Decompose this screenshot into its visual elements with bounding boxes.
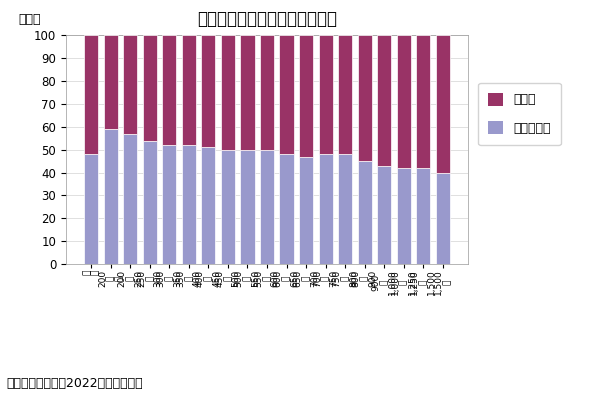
Bar	[260, 150, 274, 264]
Bar	[143, 35, 157, 141]
Text: （出所）総務省「2022年家計調査」: （出所）総務省「2022年家計調査」	[6, 377, 143, 390]
Bar	[202, 147, 215, 264]
Bar	[299, 156, 313, 264]
Bar	[319, 35, 332, 154]
Bar	[299, 35, 313, 156]
Bar	[377, 166, 391, 264]
Bar	[221, 150, 235, 264]
Bar	[143, 141, 157, 264]
Bar	[241, 150, 254, 264]
Bar	[104, 129, 118, 264]
Bar	[202, 35, 215, 147]
Bar	[84, 154, 98, 264]
Bar	[416, 35, 430, 168]
Bar	[163, 35, 176, 145]
Bar	[377, 35, 391, 166]
Bar	[221, 35, 235, 150]
Bar	[260, 35, 274, 150]
Bar	[358, 161, 371, 264]
Bar	[280, 154, 293, 264]
Bar	[124, 35, 137, 134]
Bar	[397, 35, 410, 168]
Bar	[182, 35, 196, 145]
Bar	[397, 168, 410, 264]
Bar	[338, 154, 352, 264]
Bar	[182, 145, 196, 264]
Bar	[241, 35, 254, 150]
Bar	[358, 35, 371, 161]
Bar	[338, 35, 352, 154]
Title: 年収で異なる消費支出の構成比: 年収で異なる消費支出の構成比	[197, 10, 337, 28]
Bar	[416, 168, 430, 264]
Bar	[163, 145, 176, 264]
Bar	[104, 35, 118, 129]
Y-axis label: （％）: （％）	[19, 13, 41, 26]
Legend: 嗜好品, 生活必需品: 嗜好品, 生活必需品	[478, 83, 561, 145]
Bar	[436, 35, 450, 173]
Bar	[319, 154, 332, 264]
Bar	[84, 35, 98, 154]
Bar	[436, 173, 450, 264]
Bar	[280, 35, 293, 154]
Bar	[124, 134, 137, 264]
